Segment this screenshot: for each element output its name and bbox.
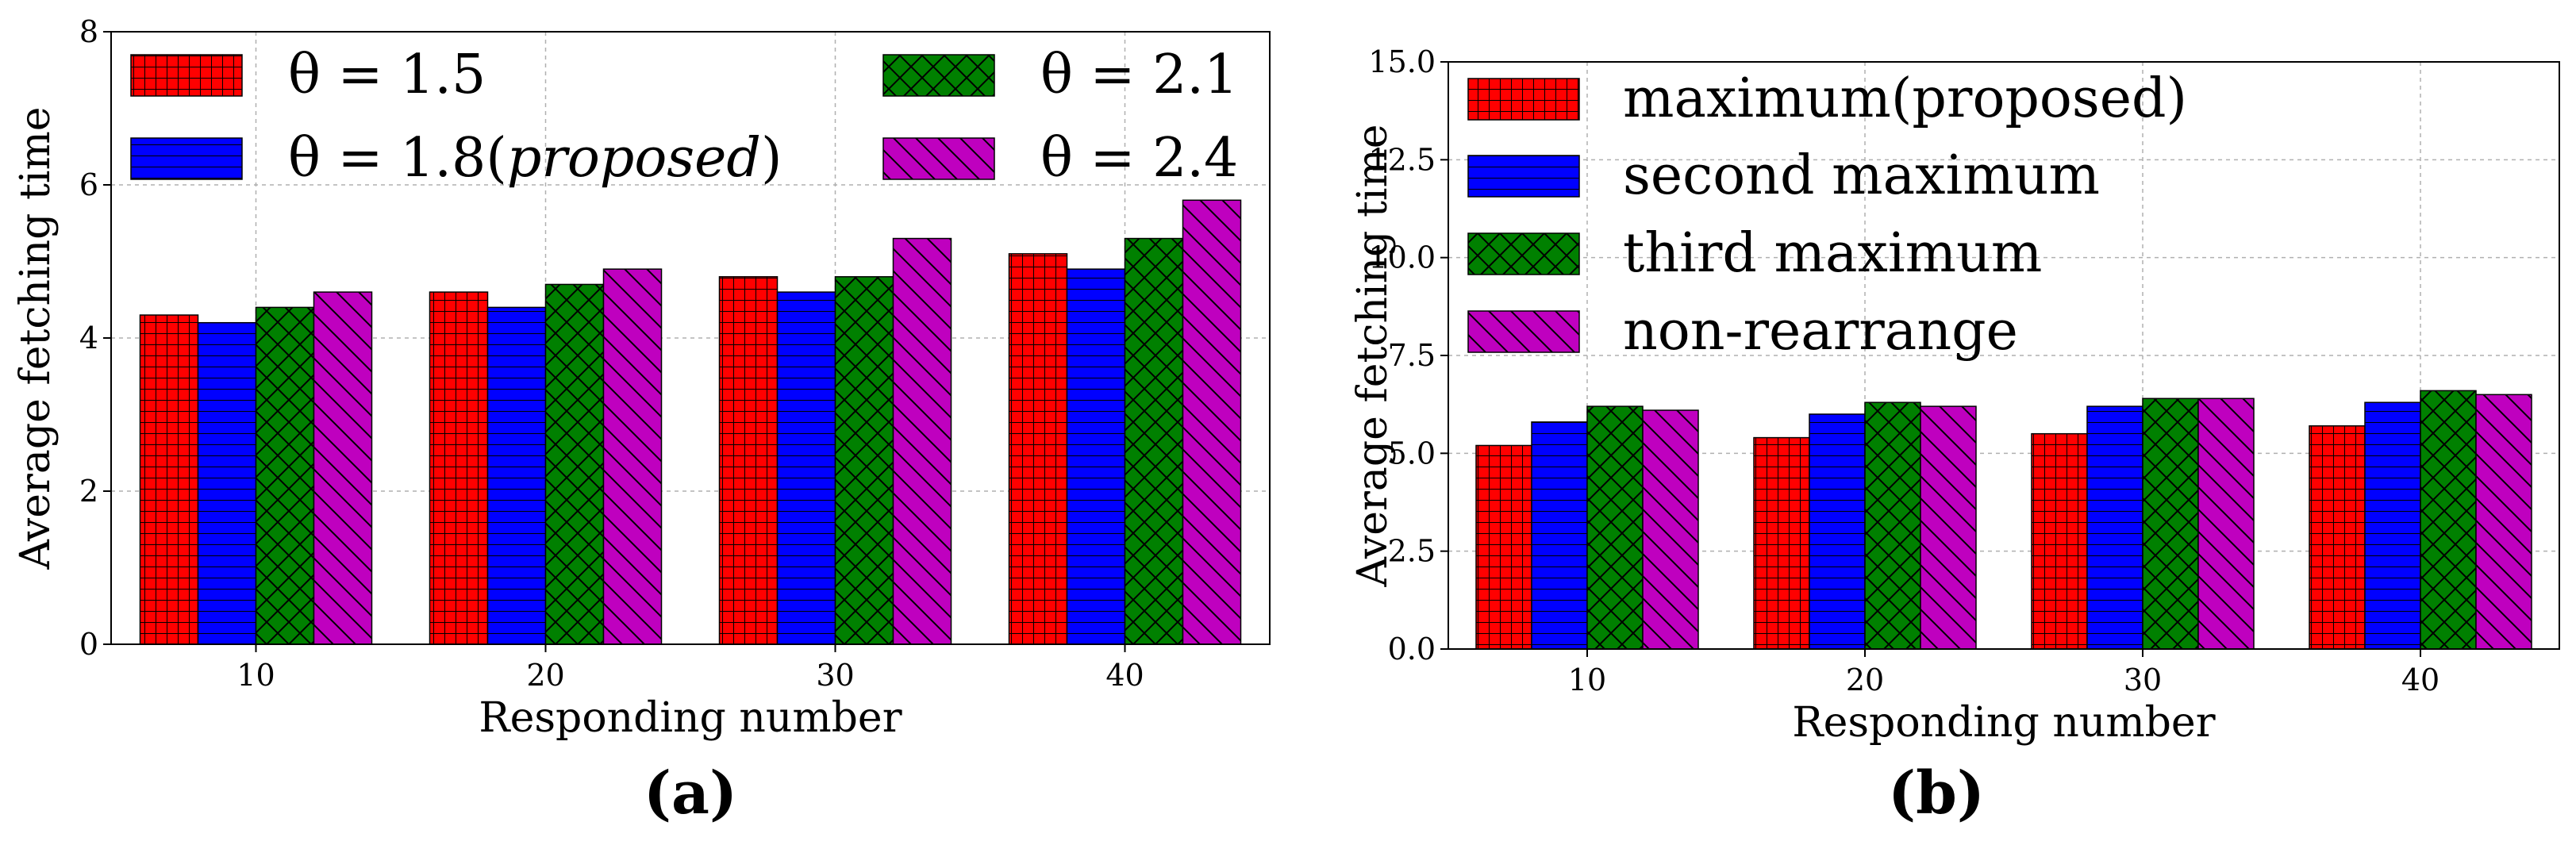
y-tick-label: 0.0 (1388, 632, 1436, 666)
bar-hatch (1753, 436, 1810, 650)
bar-hatch (255, 306, 315, 645)
legend-swatch-hatch (1467, 232, 1580, 275)
legend-swatch-hatch (882, 54, 995, 97)
bar-hatch (1531, 421, 1588, 650)
bar-hatch (602, 268, 663, 645)
legend-label: maximum(proposed) (1623, 67, 2187, 130)
bar-hatch (2475, 394, 2532, 650)
x-axis-label: Responding number (1792, 699, 2215, 747)
bar-hatch (2142, 398, 2199, 650)
y-axis-label: Average fetching time (1349, 124, 1397, 587)
legend-swatch-hatch (1467, 78, 1580, 121)
y-tick-label: 7.5 (1388, 338, 1436, 373)
x-tick-label: 30 (816, 658, 854, 693)
y-tick-label: 8 (79, 14, 98, 49)
y-tick-label: 2 (79, 474, 98, 509)
chart-b: 0.0 2.5 5.0 7.5 10.0 12.5 15.0 10 20 30 40 Respondi… (1349, 44, 2560, 828)
bar-hatch (892, 237, 952, 645)
bar-hatch (2086, 405, 2143, 650)
bar-hatch (1475, 444, 1532, 650)
x-tick-label: 10 (1568, 663, 1606, 697)
axes-frame (1448, 61, 2560, 650)
y-tick-label: 6 (79, 167, 98, 202)
legend-swatch-hatch (882, 137, 995, 180)
bar-hatch (2031, 432, 2088, 650)
legend-swatch-hatch (130, 137, 243, 180)
bar-hatch (139, 314, 199, 645)
x-tick-label: 10 (236, 658, 275, 693)
x-tick-label: 40 (2401, 663, 2440, 697)
bar-hatch (1586, 405, 1644, 650)
bar-hatch (1920, 405, 1977, 650)
legend-label: third maximum (1623, 222, 2042, 285)
bar-hatch (1642, 409, 1699, 650)
legend-swatch-hatch (1467, 155, 1580, 198)
x-tick-label: 20 (1846, 663, 1884, 697)
legend-label: θ = 2.1 (1040, 44, 1238, 106)
bar-hatch (1066, 268, 1126, 645)
bar-hatch (544, 283, 605, 645)
legend-label: non-rearrange (1623, 300, 2018, 363)
x-tick-label: 20 (526, 658, 564, 693)
y-tick-label: 2.5 (1388, 534, 1436, 569)
bar-hatch (1124, 237, 1184, 645)
bar-hatch (2420, 390, 2477, 650)
legend-label: θ = 2.4 (1040, 127, 1238, 190)
y-tick-label: 15.0 (1368, 44, 1436, 79)
y-tick-label: 0 (79, 627, 98, 662)
y-axis-label: Average fetching time (12, 106, 60, 570)
y-tick-label: 12.5 (1368, 142, 1436, 177)
bar-hatch (1809, 413, 1866, 650)
bar-hatch (2197, 398, 2255, 650)
chart-a: 0 2 4 6 8 10 20 30 40 Responding number Average fe… (12, 14, 1271, 828)
legend-label: θ = 1.5 (288, 44, 486, 106)
x-axis-label: Responding number (479, 694, 902, 742)
bar-hatch (1182, 199, 1242, 645)
axes-frame (110, 31, 1271, 645)
bar-hatch (313, 291, 373, 645)
bar-hatch (2364, 401, 2421, 650)
bar-hatch (429, 291, 489, 645)
y-tick-label: 5.0 (1388, 436, 1436, 471)
legend-label: θ = 1.8(proposed) (288, 127, 782, 190)
legend-swatch-hatch (130, 54, 243, 97)
panel-label: (b) (1888, 759, 1985, 828)
x-tick-label: 30 (2124, 663, 2162, 697)
bar-hatch (1008, 253, 1068, 645)
y-tick-label: 4 (79, 321, 98, 355)
bar-hatch (1864, 401, 1921, 650)
bar-hatch (486, 306, 547, 645)
legend-swatch-hatch (1467, 310, 1580, 353)
x-tick-label: 40 (1105, 658, 1144, 693)
bar-hatch (834, 276, 894, 645)
bar-hatch (2309, 425, 2366, 650)
bar-hatch (776, 291, 836, 645)
legend-label: second maximum (1623, 144, 2100, 207)
bar-hatch (718, 276, 779, 645)
bar-hatch (197, 321, 257, 645)
y-tick-label: 10.0 (1368, 240, 1436, 275)
panel-label: (a) (644, 759, 737, 828)
